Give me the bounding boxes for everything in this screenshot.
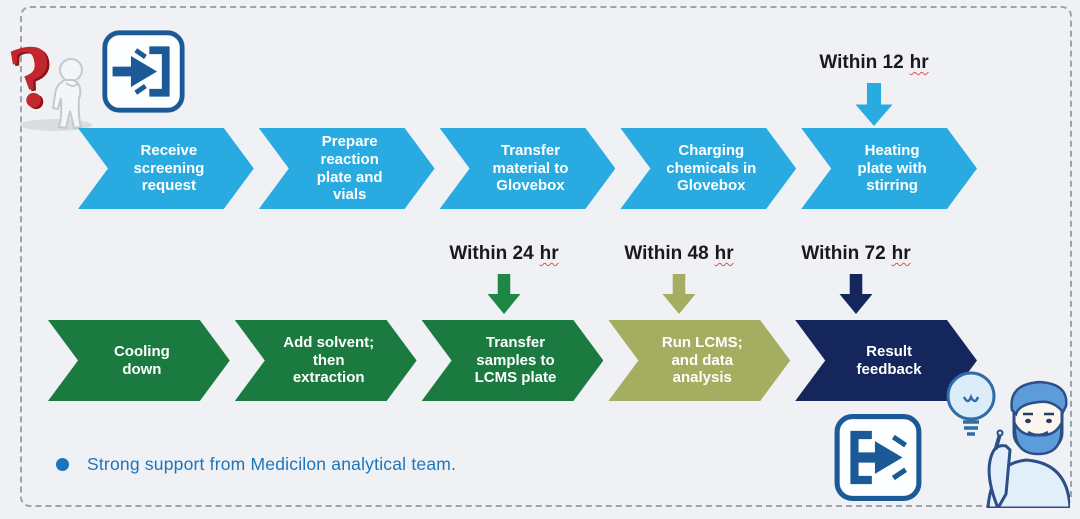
annotation-within-24hr: Within 24 hr (449, 243, 559, 314)
down-arrow-icon (662, 274, 696, 314)
down-arrow-icon (855, 83, 893, 126)
flow-step-label: Receive screening request (133, 141, 205, 195)
flow-step-prepare-plate: Prepare reaction plate and vials (259, 128, 435, 209)
annotation-within-72hr: Within 72 hr (801, 243, 911, 314)
flow-row-top: Receive screening request Prepare reacti… (78, 128, 977, 209)
svg-text:?: ? (10, 26, 63, 129)
question-mark-figure-icon: ? ? (10, 26, 98, 132)
dashed-border-frame (20, 6, 1072, 507)
annotation-label: Within 48 hr (624, 243, 734, 264)
flow-step-heating-plate: Heating plate with stirring (801, 128, 977, 209)
flow-step-result-feedback: Result feedback (795, 320, 977, 401)
annotation-within-12hr: Within 12 hr (819, 52, 929, 126)
flow-step-label: Run LCMS; and data analysis (661, 333, 743, 387)
annotation-label: Within 24 hr (449, 243, 559, 264)
bullet-icon (56, 458, 69, 471)
annotation-label: Within 12 hr (819, 52, 929, 73)
flow-step-label: Transfer material to Glovebox (492, 141, 569, 195)
flow-step-run-lcms: Run LCMS; and data analysis (608, 320, 790, 401)
flow-step-transfer-material: Transfer material to Glovebox (440, 128, 616, 209)
flow-step-label: Heating plate with stirring (857, 141, 927, 195)
flow-step-label: Prepare reaction plate and vials (316, 133, 383, 204)
enter-door-arrow-icon (100, 28, 187, 115)
flow-step-label: Add solvent; then extraction (283, 333, 375, 387)
flow-step-add-solvent: Add solvent; then extraction (235, 320, 417, 401)
flow-step-transfer-samples: Transfer samples to LCMS plate (422, 320, 604, 401)
annotation-within-48hr: Within 48 hr (624, 243, 734, 314)
annotation-label: Within 72 hr (801, 243, 911, 264)
flow-step-charging-chemicals: Charging chemicals in Glovebox (620, 128, 796, 209)
down-arrow-icon (839, 274, 873, 314)
man-pointing-at-lightbulb-illustration (938, 366, 1070, 508)
flow-step-label: Cooling down (113, 342, 170, 378)
flow-step-label: Charging chemicals in Glovebox (666, 141, 757, 195)
flow-step-label: Result feedback (856, 342, 922, 378)
flow-step-cooling-down: Cooling down (48, 320, 230, 401)
down-arrow-icon (487, 274, 521, 314)
exit-door-arrow-icon (832, 411, 924, 504)
footnote-text: Strong support from Medicilon analytical… (87, 454, 457, 474)
flow-step-receive-request: Receive screening request (78, 128, 254, 209)
flow-row-bottom: Cooling down Add solvent; then extractio… (48, 320, 977, 401)
flow-step-label: Transfer samples to LCMS plate (474, 333, 557, 387)
